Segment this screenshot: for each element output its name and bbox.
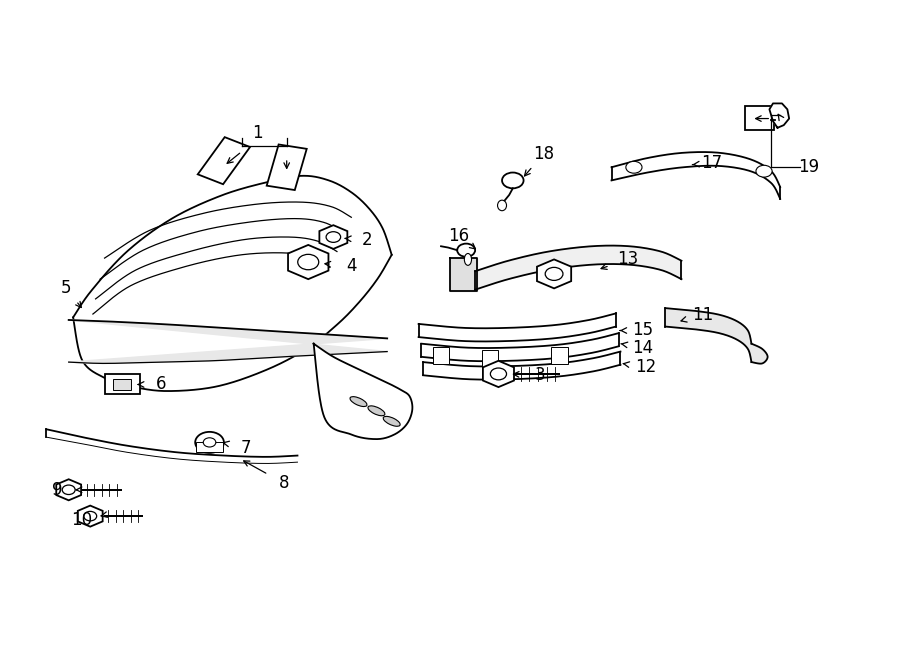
- FancyBboxPatch shape: [745, 106, 774, 130]
- Circle shape: [756, 165, 772, 177]
- Circle shape: [195, 432, 224, 453]
- Polygon shape: [423, 352, 620, 379]
- FancyBboxPatch shape: [105, 374, 140, 394]
- Text: 1: 1: [252, 124, 263, 142]
- Polygon shape: [418, 313, 616, 342]
- Text: 15: 15: [633, 321, 653, 340]
- Text: 2: 2: [362, 231, 373, 249]
- Ellipse shape: [464, 253, 472, 265]
- Text: 13: 13: [617, 251, 638, 268]
- Text: 17: 17: [701, 154, 723, 173]
- Circle shape: [491, 368, 507, 380]
- Circle shape: [326, 232, 340, 243]
- Circle shape: [457, 244, 475, 256]
- Circle shape: [298, 254, 319, 270]
- Circle shape: [502, 173, 524, 188]
- Bar: [482, 350, 499, 368]
- Circle shape: [62, 485, 75, 494]
- Text: 12: 12: [635, 358, 656, 376]
- Text: 9: 9: [52, 481, 62, 499]
- Polygon shape: [475, 246, 681, 290]
- Bar: [112, 379, 130, 390]
- Ellipse shape: [498, 200, 507, 211]
- Text: 11: 11: [692, 305, 714, 324]
- Polygon shape: [68, 320, 387, 364]
- Circle shape: [84, 512, 96, 521]
- Text: 19: 19: [798, 158, 820, 176]
- Text: 3: 3: [535, 366, 545, 384]
- Text: 10: 10: [72, 511, 93, 529]
- Polygon shape: [611, 152, 780, 199]
- Ellipse shape: [368, 406, 385, 416]
- Circle shape: [626, 161, 642, 173]
- Polygon shape: [770, 103, 789, 128]
- Text: 5: 5: [60, 280, 71, 297]
- FancyBboxPatch shape: [198, 137, 250, 184]
- Polygon shape: [73, 176, 392, 391]
- FancyBboxPatch shape: [266, 145, 307, 190]
- Ellipse shape: [350, 397, 367, 407]
- Text: 18: 18: [533, 145, 554, 163]
- Text: 14: 14: [633, 338, 653, 357]
- Polygon shape: [450, 258, 477, 291]
- Bar: [552, 347, 568, 364]
- Circle shape: [545, 268, 563, 280]
- Bar: [433, 347, 449, 364]
- Text: 16: 16: [448, 227, 470, 245]
- Text: 4: 4: [346, 257, 356, 275]
- Ellipse shape: [383, 416, 400, 426]
- Text: 8: 8: [279, 474, 289, 492]
- FancyBboxPatch shape: [196, 442, 223, 452]
- Circle shape: [203, 438, 216, 447]
- Text: 6: 6: [156, 375, 166, 393]
- Polygon shape: [421, 333, 618, 361]
- Polygon shape: [665, 308, 768, 364]
- Text: 7: 7: [240, 439, 251, 457]
- Polygon shape: [313, 344, 412, 439]
